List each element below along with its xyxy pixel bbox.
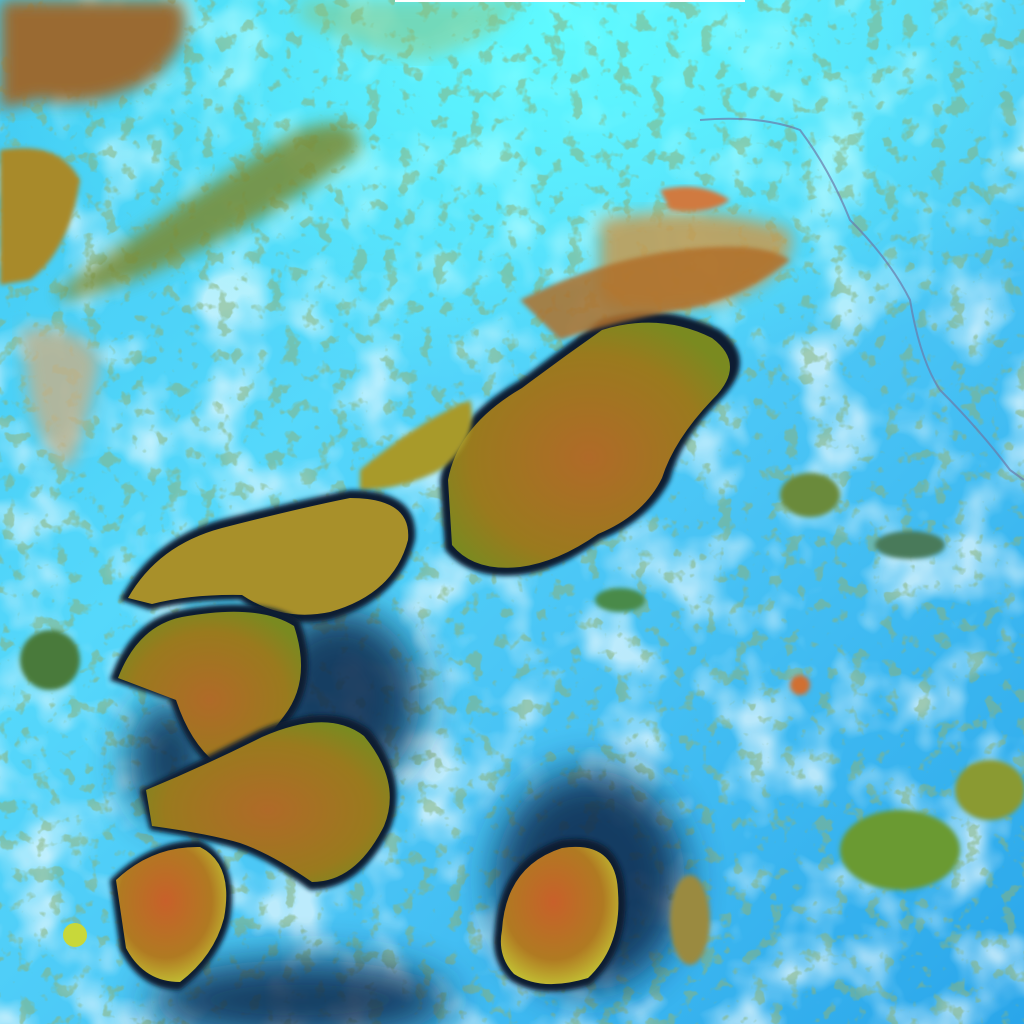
storm-cloud-south — [494, 838, 626, 992]
scattered-cumulus-east — [20, 473, 1024, 965]
storm-cloud-band-southwest — [63, 400, 472, 990]
border-line-northeast — [699, 117, 1024, 481]
top-strip — [395, 0, 745, 2]
cloud-band-northwest — [0, 0, 520, 470]
large-storm-cloud-center — [440, 246, 790, 576]
